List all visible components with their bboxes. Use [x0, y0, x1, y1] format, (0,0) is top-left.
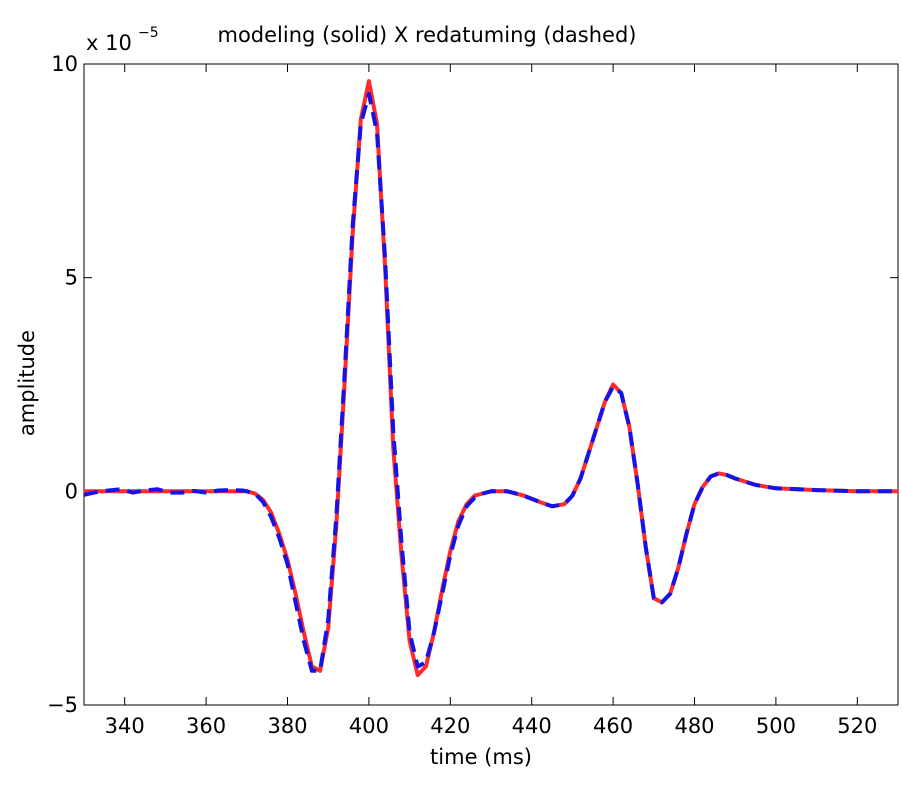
y-multiplier-exponent: −5 [138, 25, 159, 41]
x-tick-label: 520 [837, 714, 877, 738]
tick-marks [84, 63, 898, 706]
x-tick-label: 460 [593, 714, 633, 738]
series-lines [83, 79, 898, 678]
x-tick-label: 440 [512, 714, 552, 738]
x-tick-label: 420 [430, 714, 470, 738]
y-multiplier-base: x 10 [86, 31, 132, 55]
x-tick-label: 380 [267, 714, 307, 738]
y-tick-label: 0 [65, 479, 78, 503]
plot-area [83, 63, 899, 706]
dashed-series-line [83, 91, 898, 673]
x-tick-label: 340 [105, 714, 145, 738]
y-tick-label: −5 [47, 693, 78, 717]
x-tick-label: 400 [349, 714, 389, 738]
x-tick-label: 500 [756, 714, 796, 738]
y-axis-label: amplitude [15, 330, 39, 436]
tick-labels: 340 360 380 400 420 440 460 480 500 520 −5 0 5 10 [47, 52, 877, 738]
x-tick-label: 360 [186, 714, 226, 738]
x-tick-label: 480 [674, 714, 714, 738]
chart-title: modeling (solid) X redatuming (dashed) [218, 23, 637, 47]
y-tick-label: 5 [65, 266, 78, 290]
x-axis-label: time (ms) [430, 745, 532, 769]
y-tick-label: 10 [51, 52, 78, 76]
